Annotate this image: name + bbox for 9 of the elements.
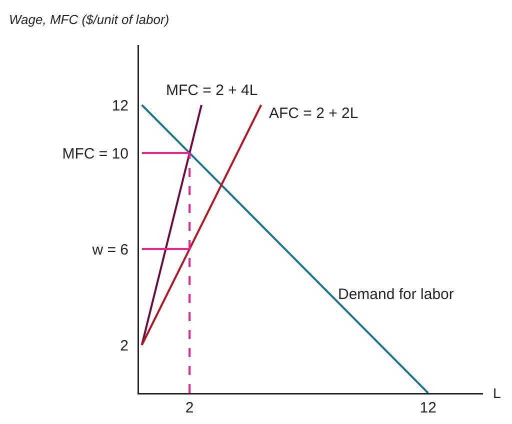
annotation: MFC = 2 + 4L xyxy=(166,82,258,99)
y-tick-label: MFC = 10 xyxy=(62,145,128,162)
annotation: Demand for labor xyxy=(338,286,454,303)
y-tick-label: w = 6 xyxy=(91,241,128,258)
y-tick-label: 12 xyxy=(112,97,128,114)
x-axis-title: L xyxy=(493,385,501,401)
y-axis-title: Wage, MFC ($/unit of labor) xyxy=(9,12,170,27)
y-tick-label: 2 xyxy=(120,337,128,354)
annotation: AFC = 2 + 2L xyxy=(269,105,358,122)
